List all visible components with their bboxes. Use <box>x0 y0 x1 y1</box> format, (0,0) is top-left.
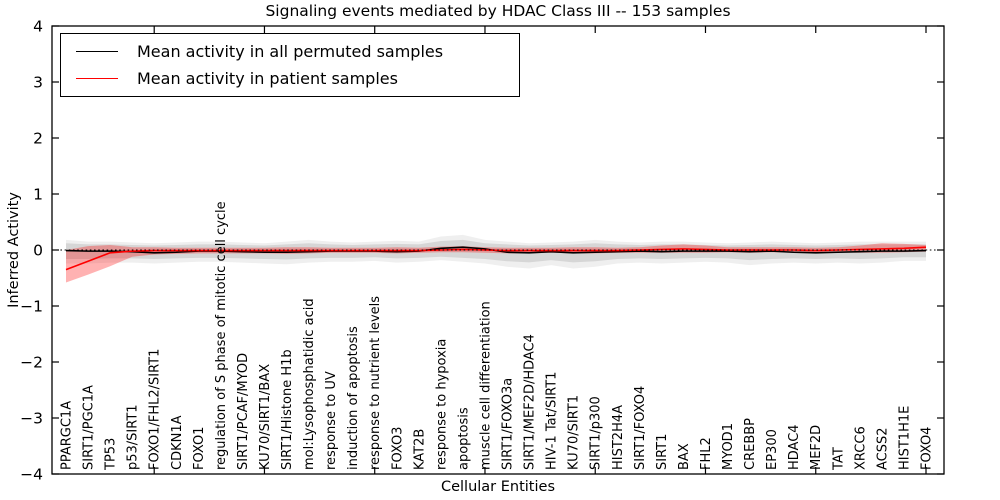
y-tick-label: 2 <box>33 130 43 148</box>
category-label: TP53 <box>104 438 119 471</box>
category-label: muscle cell differentiation <box>478 301 493 470</box>
category-label: SIRT1/FOXO4 <box>633 386 648 470</box>
y-tick-label: 1 <box>33 186 43 204</box>
red-line-swatch-icon <box>76 78 118 79</box>
category-label: apoptosis <box>456 407 471 470</box>
legend: Mean activity in all permuted samples Me… <box>60 33 520 97</box>
red-mean-line <box>65 246 927 271</box>
category-label: SIRT1/Histone H1b <box>280 349 295 470</box>
mean-lines <box>65 246 927 271</box>
legend-entry-patient: Mean activity in patient samples <box>61 69 519 88</box>
y-tick-label: 0 <box>33 242 43 260</box>
x-ticks <box>153 26 927 474</box>
category-label: MYOD1 <box>721 423 736 470</box>
category-label: HIST1H1E <box>897 406 912 470</box>
legend-label: Mean activity in patient samples <box>137 69 398 88</box>
y-tick-label: −2 <box>20 354 43 372</box>
category-label: FOXO1/FHL2/SIRT1 <box>148 349 163 470</box>
category-label: KU70/SIRT1 <box>567 395 582 470</box>
category-label: SIRT1/p300 <box>589 396 604 470</box>
category-label: FOXO1 <box>192 427 207 470</box>
category-label: FHL2 <box>699 437 714 470</box>
x-axis-label: Cellular Entities <box>440 479 556 495</box>
y-tick-label: 4 <box>33 18 43 36</box>
category-label: HIV-1 Tat/SIRT1 <box>545 372 560 470</box>
category-label: HDAC4 <box>787 424 802 470</box>
category-label: response to UV <box>324 371 339 470</box>
category-label: XRCC6 <box>853 426 868 470</box>
category-label: SIRT1 <box>655 434 670 470</box>
x-category-labels: PPARGC1A SIRT1/PGC1A TP53 p53/SIRT1 FOXO1/FH… <box>60 201 935 471</box>
category-label: BAX <box>677 443 692 470</box>
category-label: CREBBP <box>743 418 758 470</box>
category-label: KAT2B <box>412 429 427 470</box>
category-label: regulation of S phase of mitotic cell cy… <box>214 201 229 470</box>
category-label: SIRT1/FOXO3a <box>501 378 516 470</box>
category-label: SIRT1/MEF2D/HDAC4 <box>523 334 538 470</box>
category-label: SIRT1/PGC1A <box>82 385 97 470</box>
category-label: KU70/SIRT1/BAX <box>258 364 273 470</box>
y-tick-label: −1 <box>20 298 43 316</box>
y-tick-label: −4 <box>20 466 43 484</box>
category-label: p53/SIRT1 <box>126 404 141 470</box>
category-label: SIRT1/PCAF/MYOD <box>236 353 251 470</box>
red-band <box>66 243 926 283</box>
category-label: PPARGC1A <box>60 401 75 470</box>
y-tick-label: 3 <box>33 74 43 92</box>
black-line-swatch-icon <box>76 51 118 52</box>
category-label: ACSS2 <box>875 427 890 470</box>
category-label: response to hypoxia <box>434 339 449 470</box>
y-ticks: 4 3 2 1 0 −1 −2 −3 −4 <box>20 18 944 484</box>
category-label: MEF2D <box>809 425 824 470</box>
category-label: response to nutrient levels <box>368 296 383 470</box>
category-label: FOXO4 <box>920 427 935 470</box>
legend-label: Mean activity in all permuted samples <box>137 42 444 61</box>
legend-entry-permuted: Mean activity in all permuted samples <box>61 42 519 61</box>
y-tick-label: −3 <box>20 410 43 428</box>
category-label: induction of apoptosis <box>346 326 361 470</box>
confidence-bands <box>66 234 926 283</box>
category-label: CDKN1A <box>170 415 185 470</box>
category-label: TAT <box>831 447 846 471</box>
category-label: FOXO3 <box>390 427 405 470</box>
category-label: EP300 <box>765 429 780 470</box>
category-label: mol:Lysophosphatidic acid <box>302 298 317 470</box>
category-label: HIST2H4A <box>611 405 626 470</box>
chart-title: Signaling events mediated by HDAC Class … <box>265 2 731 20</box>
